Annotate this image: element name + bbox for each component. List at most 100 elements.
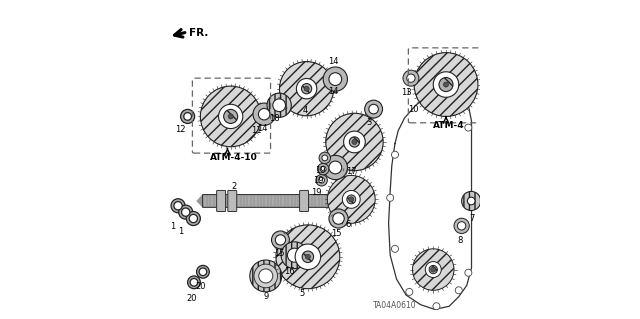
- Circle shape: [317, 163, 329, 175]
- Text: 15: 15: [274, 249, 284, 258]
- Text: 14: 14: [328, 87, 339, 96]
- Circle shape: [342, 190, 360, 208]
- Text: 2: 2: [232, 182, 237, 191]
- Circle shape: [276, 225, 340, 289]
- Circle shape: [431, 267, 436, 272]
- Circle shape: [333, 213, 344, 224]
- Circle shape: [188, 276, 200, 289]
- Text: TA04A0610: TA04A0610: [373, 301, 417, 310]
- Text: 18: 18: [269, 115, 280, 123]
- Circle shape: [444, 82, 449, 87]
- Circle shape: [329, 209, 348, 228]
- Circle shape: [320, 166, 326, 172]
- Circle shape: [429, 265, 437, 274]
- Circle shape: [433, 303, 440, 310]
- Circle shape: [190, 278, 198, 286]
- Circle shape: [323, 67, 348, 91]
- Circle shape: [327, 175, 375, 223]
- Circle shape: [295, 244, 321, 270]
- Circle shape: [228, 114, 233, 119]
- Circle shape: [461, 191, 481, 211]
- Text: 16: 16: [284, 267, 295, 276]
- Circle shape: [184, 113, 191, 120]
- Circle shape: [319, 152, 330, 164]
- Circle shape: [433, 72, 459, 97]
- Circle shape: [267, 93, 291, 117]
- Circle shape: [413, 249, 454, 290]
- Text: ATM-4: ATM-4: [433, 121, 465, 130]
- Circle shape: [458, 103, 465, 110]
- Text: 4: 4: [303, 106, 308, 115]
- Text: ATM-4-10: ATM-4-10: [210, 153, 258, 162]
- Circle shape: [316, 174, 327, 186]
- Text: 20: 20: [186, 294, 196, 303]
- Text: 1: 1: [170, 222, 175, 231]
- Text: 17: 17: [346, 167, 356, 176]
- Circle shape: [465, 124, 472, 131]
- Circle shape: [250, 260, 282, 292]
- Circle shape: [347, 195, 356, 204]
- Circle shape: [302, 251, 314, 263]
- Text: 9: 9: [264, 292, 269, 300]
- Circle shape: [414, 53, 478, 116]
- Circle shape: [273, 99, 285, 112]
- Circle shape: [322, 155, 328, 161]
- Circle shape: [406, 288, 413, 295]
- Circle shape: [392, 245, 399, 252]
- Circle shape: [171, 199, 185, 213]
- FancyBboxPatch shape: [217, 190, 225, 211]
- Circle shape: [352, 139, 357, 145]
- Circle shape: [304, 86, 309, 91]
- Text: 15: 15: [332, 229, 342, 238]
- Circle shape: [329, 73, 342, 85]
- Circle shape: [275, 235, 285, 245]
- Circle shape: [200, 86, 261, 147]
- Circle shape: [305, 254, 310, 259]
- Circle shape: [196, 265, 209, 278]
- Circle shape: [403, 70, 419, 86]
- Text: 3: 3: [367, 118, 372, 127]
- Circle shape: [407, 74, 415, 82]
- Circle shape: [454, 218, 469, 234]
- Circle shape: [326, 113, 383, 171]
- Circle shape: [199, 268, 207, 276]
- Text: 14: 14: [328, 57, 339, 66]
- Circle shape: [369, 104, 378, 114]
- Circle shape: [447, 94, 454, 101]
- Text: 6: 6: [346, 220, 351, 229]
- Circle shape: [253, 103, 275, 125]
- Circle shape: [425, 262, 441, 278]
- Circle shape: [387, 194, 394, 201]
- Circle shape: [365, 100, 383, 118]
- Circle shape: [329, 161, 342, 174]
- Text: 13: 13: [401, 88, 412, 97]
- Text: 14: 14: [257, 124, 268, 133]
- Circle shape: [467, 197, 475, 205]
- Circle shape: [189, 214, 198, 223]
- Circle shape: [186, 211, 200, 226]
- Circle shape: [223, 109, 237, 123]
- Circle shape: [455, 287, 462, 294]
- Text: 20: 20: [196, 282, 206, 291]
- Circle shape: [323, 155, 348, 180]
- Circle shape: [259, 108, 270, 120]
- Circle shape: [439, 78, 453, 92]
- Circle shape: [349, 137, 360, 147]
- Circle shape: [254, 264, 278, 288]
- Circle shape: [180, 109, 195, 123]
- Circle shape: [296, 78, 317, 99]
- Text: 19: 19: [315, 166, 325, 174]
- Polygon shape: [197, 195, 203, 207]
- Text: 1: 1: [178, 227, 183, 236]
- Text: 11: 11: [252, 126, 262, 135]
- Circle shape: [280, 62, 333, 116]
- Text: 7: 7: [469, 214, 474, 223]
- Circle shape: [259, 269, 273, 283]
- Text: 10: 10: [408, 105, 419, 114]
- Circle shape: [174, 202, 182, 210]
- FancyBboxPatch shape: [300, 190, 308, 211]
- Text: 12: 12: [175, 125, 186, 134]
- Circle shape: [349, 197, 354, 202]
- Circle shape: [301, 84, 312, 94]
- Circle shape: [287, 248, 301, 262]
